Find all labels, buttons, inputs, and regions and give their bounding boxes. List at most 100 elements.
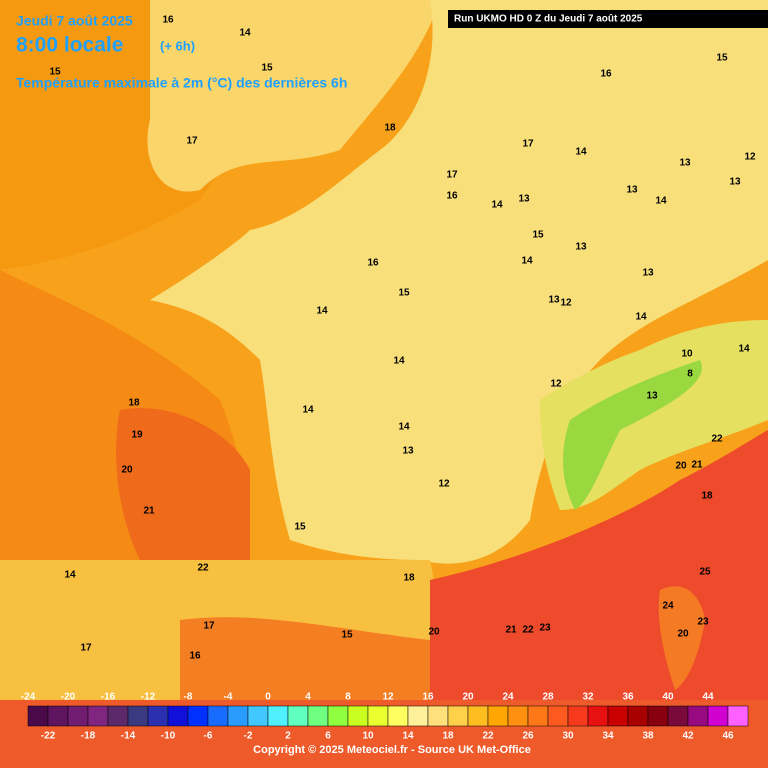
date: Jeudi 7 août 2025: [16, 13, 133, 29]
colorbar-label: -10: [161, 731, 176, 742]
temperature-label: 14: [302, 405, 314, 416]
temperature-label: 13: [575, 242, 587, 253]
colorbar-label: 0: [265, 692, 271, 703]
temperature-label: 15: [49, 67, 61, 78]
colorbar-swatch: [447, 705, 469, 727]
colorbar-swatch: [527, 705, 549, 727]
colorbar-swatch: [307, 705, 329, 727]
temperature-label: 14: [64, 570, 76, 581]
colorbar-swatch: [707, 705, 729, 727]
colorbar-swatch: [107, 705, 129, 727]
colorbar-label: -20: [61, 692, 76, 703]
colorbar-swatch: [587, 705, 609, 727]
temperature-label: 13: [642, 268, 654, 279]
temperature-label: 15: [532, 230, 544, 241]
colorbar-swatch: [167, 705, 189, 727]
iberia-warm: [180, 617, 430, 700]
temperature-label: 14: [398, 422, 410, 433]
colorbar-swatch: [247, 705, 269, 727]
temperature-label: 13: [402, 446, 414, 457]
run-info: Run UKMO HD 0 Z du Jeudi 7 août 2025: [454, 14, 643, 25]
colorbar-swatch: [27, 705, 49, 727]
temperature-label: 12: [560, 298, 572, 309]
temperature-label: 14: [655, 196, 667, 207]
colorbar-swatch: [567, 705, 589, 727]
colorbar-swatch: [487, 705, 509, 727]
colorbar-label: -14: [121, 731, 136, 742]
colorbar-label: 2: [285, 731, 291, 742]
colorbar-swatch: [47, 705, 69, 727]
temperature-label: 13: [646, 391, 658, 402]
temperature-label: 14: [491, 200, 503, 211]
temperature-label: 16: [189, 651, 201, 662]
colorbar-label: -6: [204, 731, 213, 742]
colorbar-label: 24: [502, 692, 514, 703]
time: 8:00 locale: [16, 34, 123, 57]
colorbar-label: -4: [224, 692, 233, 703]
temperature-label: 17: [446, 170, 458, 181]
temperature-label: 12: [550, 379, 562, 390]
temperature-label: 17: [186, 136, 198, 147]
temperature-label: 16: [367, 258, 379, 269]
colorbar-swatch: [327, 705, 349, 727]
temperature-label: 15: [716, 53, 728, 64]
copyright: Copyright © 2025 Meteociel.fr - Source U…: [253, 744, 531, 756]
colorbar-swatch: [507, 705, 529, 727]
colorbar-swatch: [547, 705, 569, 727]
colorbar-swatch: [607, 705, 629, 727]
colorbar-swatch: [267, 705, 289, 727]
run-banner: [448, 10, 768, 28]
colorbar-swatch: [427, 705, 449, 727]
temperature-label: 12: [438, 479, 450, 490]
temperature-label: 15: [341, 630, 353, 641]
temperature-label: 22: [711, 434, 723, 445]
colorbar-swatch: [687, 705, 709, 727]
colorbar-swatch: [287, 705, 309, 727]
temperature-label: 17: [80, 643, 92, 654]
warm-ocean: [116, 408, 250, 560]
colorbar-label: 46: [722, 731, 734, 742]
colorbar-swatch: [647, 705, 669, 727]
temperature-label: 15: [398, 288, 410, 299]
colorbar-swatch: [367, 705, 389, 727]
temperature-label: 16: [446, 191, 458, 202]
colorbar-label: 34: [602, 731, 614, 742]
colorbar-label: 10: [362, 731, 374, 742]
temperature-label: 16: [600, 69, 612, 80]
colorbar-swatch: [387, 705, 409, 727]
temperature-label: 14: [635, 312, 647, 323]
temperature-label: 17: [522, 139, 534, 150]
colorbar-label: 40: [662, 692, 674, 703]
temperature-label: 18: [128, 398, 140, 409]
colorbar-label: 38: [642, 731, 654, 742]
temperature-label: 14: [239, 28, 251, 39]
colorbar-label: -2: [244, 731, 253, 742]
temperature-label: 23: [539, 623, 551, 634]
temperature-label: 19: [131, 430, 143, 441]
colorbar-swatch: [347, 705, 369, 727]
colorbar-label: -12: [141, 692, 156, 703]
temperature-label: 18: [384, 123, 396, 134]
temperature-label: 13: [679, 158, 691, 169]
temperature-label: 25: [699, 567, 711, 578]
colorbar-swatch: [207, 705, 229, 727]
colorbar-swatch: [407, 705, 429, 727]
colorbar-label: 42: [682, 731, 694, 742]
colorbar-swatch: [667, 705, 689, 727]
colorbar-label: 18: [442, 731, 454, 742]
temperature-label: 20: [677, 629, 689, 640]
colorbar-swatch: [67, 705, 89, 727]
colorbar-label: 14: [402, 731, 414, 742]
colorbar-label: -22: [41, 731, 56, 742]
temperature-label: 21: [505, 625, 517, 636]
colorbar-label: -8: [184, 692, 193, 703]
temperature-label: 22: [522, 625, 534, 636]
colorbar-label: -24: [21, 692, 36, 703]
colorbar-label: -16: [101, 692, 116, 703]
temperature-label: 17: [203, 621, 215, 632]
colorbar-label: 28: [542, 692, 554, 703]
temperature-label: 21: [143, 506, 155, 517]
colorbar-swatch: [467, 705, 489, 727]
temperature-label: 20: [121, 465, 133, 476]
colorbar-swatch: [147, 705, 169, 727]
